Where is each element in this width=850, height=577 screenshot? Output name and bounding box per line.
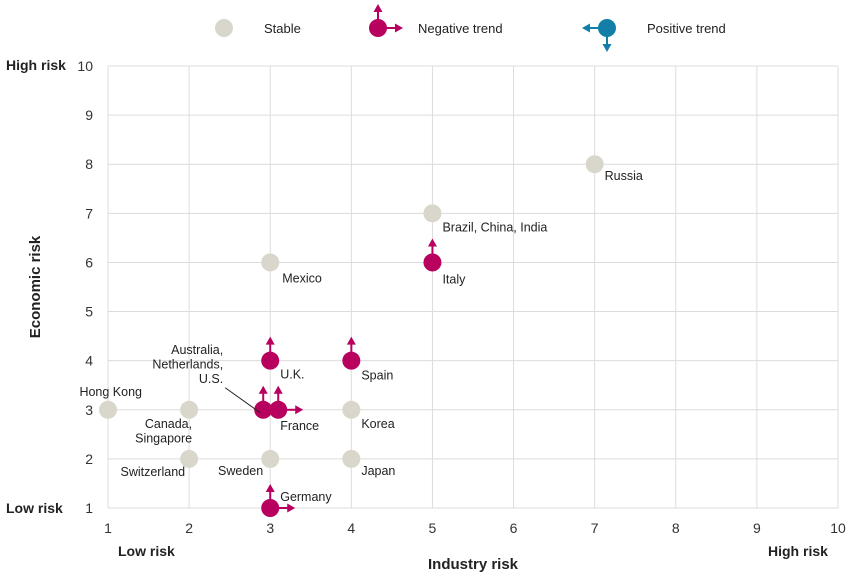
data-point-circle [423, 204, 442, 223]
data-point [254, 385, 273, 419]
y-tick-label: 8 [85, 156, 93, 172]
arrow-head [427, 238, 437, 247]
point-label: Australia, Netherlands, U.S. [152, 343, 223, 386]
arrow-head [582, 23, 590, 33]
data-point-circle [342, 351, 361, 370]
y-axis-title: Economic risk [27, 235, 44, 338]
data-point-circle [423, 253, 442, 272]
x-tick-label: 10 [830, 520, 846, 536]
arrow-head [373, 4, 383, 12]
data-point [342, 336, 361, 370]
data-point [180, 400, 199, 419]
grid [107, 65, 839, 509]
point-label: U.K. [280, 368, 304, 382]
y-tick-label: 1 [85, 500, 93, 516]
data-point-circle [261, 351, 280, 370]
data-point-circle [180, 449, 199, 468]
data-point-circle [99, 400, 117, 419]
data-point-circle [369, 19, 387, 37]
legend: Stable Negative trend Positive trend [215, 4, 726, 52]
data-point [269, 385, 304, 419]
data-point-circle [261, 449, 280, 468]
point-label: Switzerland [120, 465, 185, 479]
data-point [261, 449, 280, 468]
point-label: France [280, 419, 319, 433]
data-point [261, 336, 280, 370]
data-point-circle [269, 400, 288, 419]
y-tick-label: 10 [77, 58, 93, 74]
point-label: Hong Kong [79, 385, 142, 399]
y-tick-label: 2 [85, 451, 93, 467]
y-tick-label: 6 [85, 254, 93, 270]
legend-marker-stable [215, 19, 233, 37]
data-point [342, 400, 361, 419]
y-tick-label: 7 [85, 205, 93, 221]
data-point [423, 238, 442, 272]
legend-marker-positive [582, 19, 616, 52]
arrow-head [395, 23, 403, 33]
x-tick-label: 6 [510, 520, 518, 536]
data-point [180, 449, 199, 468]
data-point-circle [261, 499, 280, 517]
data-point [585, 155, 604, 174]
y-tick-label: 5 [85, 304, 93, 320]
data-point [423, 204, 442, 223]
x-low-risk-label: Low risk [118, 543, 175, 559]
arrow-head [273, 385, 283, 394]
point-label: Mexico [282, 271, 322, 285]
data-point-circle [215, 19, 233, 37]
data-point-circle [342, 400, 361, 419]
x-tick-label: 7 [591, 520, 599, 536]
x-axis-title: Industry risk [428, 556, 519, 573]
point-label: Italy [442, 272, 466, 286]
legend-marker-negative [369, 4, 403, 37]
data-point [99, 400, 117, 419]
data-point-circle [180, 400, 199, 419]
data-point [261, 484, 296, 517]
point-label: Germany [280, 490, 332, 504]
y-tick-label: 9 [85, 107, 93, 123]
leader-line [224, 387, 261, 414]
data-points [99, 155, 604, 517]
point-label: Spain [361, 369, 393, 383]
point-label: Canada, Singapore [135, 417, 192, 446]
legend-label-stable: Stable [264, 21, 301, 36]
x-tick-label: 8 [672, 520, 680, 536]
x-tick-label: 5 [429, 520, 437, 536]
y-high-risk-label: High risk [6, 57, 66, 73]
y-low-risk-label: Low risk [6, 500, 63, 516]
arrow-head [265, 336, 275, 345]
point-label: Sweden [218, 464, 263, 478]
arrow-head [265, 484, 275, 492]
x-high-risk-label: High risk [768, 543, 828, 559]
data-point [342, 449, 361, 468]
y-tick-label: 3 [85, 402, 93, 418]
arrow-head [346, 336, 356, 345]
arrow-head [258, 385, 268, 394]
legend-label-positive: Positive trend [647, 21, 726, 36]
data-point [261, 253, 280, 272]
x-tick-label: 9 [753, 520, 761, 536]
point-label: Japan [361, 464, 395, 478]
data-point-circle [261, 253, 280, 272]
data-point-circle [585, 155, 604, 174]
legend-label-negative: Negative trend [418, 21, 503, 36]
x-tick-label: 2 [185, 520, 193, 536]
x-tick-label: 1 [104, 520, 112, 536]
y-tick-label: 4 [85, 353, 93, 369]
point-label: Russia [605, 169, 643, 183]
data-point-circle [342, 449, 361, 468]
point-labels: Russia Brazil, China, India Italy Mexico U.K… [79, 169, 642, 504]
arrow-head [287, 503, 296, 513]
x-tick-label: 4 [347, 520, 355, 536]
data-point-circle [254, 400, 273, 419]
point-label: Korea [361, 417, 394, 431]
tick-labels: 1 2 3 4 5 6 7 8 9 10 1 2 3 4 5 6 7 8 9 10 [77, 58, 846, 536]
arrow-head [602, 44, 612, 52]
x-tick-label: 3 [266, 520, 274, 536]
data-point-circle [598, 19, 616, 37]
point-label: Brazil, China, India [442, 220, 547, 234]
arrow-head [295, 405, 304, 415]
